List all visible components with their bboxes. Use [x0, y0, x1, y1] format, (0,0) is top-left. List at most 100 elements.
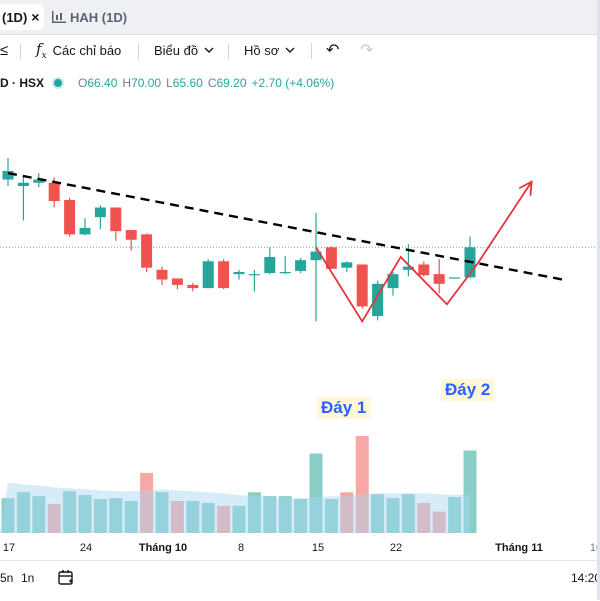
range-5n-button[interactable]: 5n: [0, 571, 14, 585]
candle-body: [449, 277, 461, 279]
candle-body: [418, 264, 430, 276]
candle-body: [218, 261, 230, 289]
volume-bar: [16, 492, 30, 533]
candle-body: [171, 278, 183, 285]
volume-bar: [201, 502, 215, 533]
volume-bar: [432, 511, 446, 533]
chevron-down-icon: [204, 47, 214, 53]
chart-type-label: Biểu đồ: [154, 42, 199, 58]
candle-body: [279, 272, 291, 274]
candle-body: [248, 274, 260, 276]
candle-body: [156, 269, 168, 280]
volume-bar: [170, 500, 184, 533]
candle-body: [79, 227, 91, 235]
volume-bar: [463, 450, 477, 533]
candle-body: [310, 251, 322, 261]
time-tick: 15: [311, 542, 325, 554]
tab-bar: (1D) × HAH (1D): [0, 0, 600, 35]
candle-body: [341, 262, 353, 268]
candle-body: [48, 182, 60, 202]
chart-icon: [52, 11, 66, 23]
candle-body: [110, 207, 122, 232]
volume-bar: [124, 500, 138, 533]
candle-body: [264, 256, 276, 274]
high-label: H: [122, 76, 132, 90]
compare-icon[interactable]: ≤: [0, 41, 9, 59]
volume-bar: [386, 498, 400, 533]
close-icon[interactable]: ×: [31, 9, 40, 25]
candle-body: [387, 274, 399, 289]
volume-bar: [63, 491, 77, 533]
volume-bar: [417, 502, 431, 533]
candle-body: [64, 199, 76, 235]
candle-body: [372, 283, 384, 317]
low-value: 65.60: [172, 76, 203, 90]
redo-icon[interactable]: ↷: [360, 42, 374, 59]
time-tick: 22: [389, 542, 403, 554]
candle-body: [295, 260, 307, 271]
profile-button[interactable]: Hồ sơ: [244, 35, 295, 65]
volume-bar: [278, 496, 292, 533]
low-label: L: [166, 76, 173, 90]
function-icon: fx: [36, 39, 47, 61]
volume-bar: [32, 496, 46, 533]
bottom-1-label: Đáy 1: [317, 397, 371, 419]
volume-bar: [340, 492, 354, 533]
right-scrollbar[interactable]: [597, 0, 600, 600]
tab-hah[interactable]: HAH (1D): [52, 4, 127, 30]
candle-body: [33, 179, 45, 183]
volume-bar: [217, 505, 231, 533]
symbol-label: D · HSX: [0, 76, 45, 90]
volume-bar: [78, 495, 92, 533]
undo-icon[interactable]: ↶: [326, 42, 340, 59]
candle-body: [233, 272, 245, 275]
toolbar-divider: [138, 43, 139, 59]
volume-bar: [355, 436, 369, 533]
tab-hah-label: HAH (1D): [70, 9, 128, 25]
time-axis[interactable]: 17 24 Tháng 10 8 15 22 Tháng 11 10: [0, 540, 600, 558]
calendar-icon[interactable]: [56, 569, 76, 587]
price-chart[interactable]: [0, 100, 600, 540]
volume-bar: [309, 453, 323, 533]
time-tick: 8: [237, 542, 245, 554]
close-label: C: [207, 76, 217, 90]
time-tick: 10: [589, 542, 600, 554]
volume-bar: [324, 499, 338, 533]
indicators-label: Các chỉ báo: [52, 42, 122, 58]
profile-label: Hồ sơ: [244, 42, 280, 58]
candle-body: [202, 261, 214, 289]
time-tick: 17: [2, 542, 16, 554]
tab-current[interactable]: (1D) ×: [0, 4, 44, 30]
volume-bar: [47, 503, 61, 533]
range-1n-button[interactable]: 1n: [21, 571, 35, 585]
chart-type-button[interactable]: Biểu đồ: [154, 35, 214, 65]
open-label: O: [78, 76, 88, 90]
tab-current-label: (1D): [2, 9, 28, 25]
candle-body: [325, 247, 337, 269]
chevron-down-icon: [285, 47, 295, 53]
volume-bar: [93, 499, 107, 533]
indicators-button[interactable]: fx Các chỉ báo: [36, 35, 121, 65]
candle-body: [433, 274, 445, 284]
volume-bar: [109, 498, 123, 533]
candle-body: [141, 234, 153, 268]
volume-bar: [186, 500, 200, 533]
toolbar: ≤ fx Các chỉ báo Biểu đồ Hồ sơ ↶ ↷: [0, 35, 600, 65]
volume-bar: [401, 494, 415, 533]
time-tick: Tháng 11: [495, 542, 543, 554]
trendline: [7, 171, 563, 281]
bottom-bar: 5n 1n 14:20: [0, 560, 600, 601]
clock-label: 14:20: [571, 571, 600, 585]
candle-body: [94, 207, 106, 218]
volume-bar: [155, 492, 169, 533]
time-tick: 24: [79, 542, 93, 554]
candle-body: [356, 264, 368, 307]
volume-bar: [263, 496, 277, 533]
candle-body: [17, 182, 29, 186]
volume-bar: [294, 499, 308, 533]
time-tick: Tháng 10: [138, 542, 188, 554]
volume-bar: [232, 505, 246, 533]
arrowhead: [518, 180, 533, 196]
volume-bar: [448, 497, 462, 533]
candle-body: [125, 230, 137, 240]
